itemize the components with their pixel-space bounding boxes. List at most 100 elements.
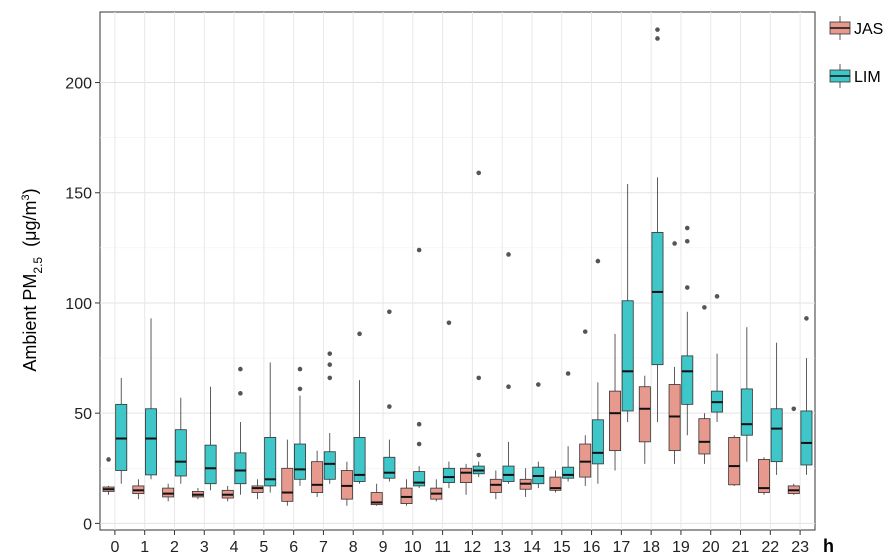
x-axis-title: h [823,536,834,556]
box-iqr [413,471,426,487]
x-tick-label: 3 [200,539,209,556]
box-iqr [174,429,187,477]
y-tick-label: 0 [83,516,92,533]
legend-label: LIM [854,69,881,86]
box-iqr [353,437,366,482]
outlier-point [672,241,677,246]
plot-panel [99,11,816,531]
outlier-point [297,366,303,372]
y-axis-title-main: Ambient PM [20,274,40,372]
box-iqr [115,403,128,471]
legend-item-LIM: LIM [829,64,881,88]
x-axis: 0 1 2 3 4 5 6 7 8 9 10 11 12 13 14 15 16 17 18 19 20 21 22 23 [110,530,809,556]
outlier-point [476,375,482,381]
box-iqr [489,478,502,493]
box-LIM-10 [413,247,426,489]
box-LIM-23 [800,316,813,475]
outlier-point [565,371,571,376]
outlier-point [387,404,392,409]
y-tick-label: 100 [65,296,92,313]
box-iqr [651,232,664,366]
outlier-point [506,384,511,390]
outlier-point [238,391,243,396]
legend-item-JAS: JAS [829,16,883,40]
box-JAS-13 [489,470,502,500]
outlier-point [416,441,422,447]
box-iqr [621,300,634,412]
box-JAS-19 [668,241,681,464]
box-iqr [591,419,604,465]
box-LIM-2 [174,397,187,484]
box-iqr [740,388,753,436]
x-tick-label: 23 [791,539,809,556]
box-JAS-14 [519,468,532,497]
box-JAS-1 [132,479,145,500]
outlier-point [327,362,333,367]
outlier-point [684,225,690,231]
x-tick-label: 2 [170,539,179,556]
box-LIM-20 [711,294,724,422]
box-JAS-7 [311,450,324,497]
outlier-point [595,258,601,264]
box-iqr [323,451,336,480]
y-tick-label: 50 [74,406,92,423]
box-LIM-3 [204,386,217,491]
box-LIM-4 [234,366,247,495]
box-iqr [681,355,694,405]
box-iqr [609,390,621,452]
outlier-point [357,331,362,337]
x-tick-label: 11 [434,539,451,556]
box-JAS-6 [281,439,294,506]
x-tick-label: 8 [349,539,358,556]
box-LIM-18 [651,27,664,422]
x-tick-label: 17 [612,539,630,556]
y-axis-title-unit-open: (μg/m [20,201,40,247]
outlier-point [416,421,422,427]
box-iqr [383,456,396,479]
box-iqr [638,386,651,443]
x-tick-label: 0 [110,539,119,556]
box-LIM-1 [145,318,157,480]
box-LIM-8 [353,331,366,484]
box-LIM-22 [770,342,783,475]
outlier-point [536,382,541,387]
box-iqr [400,487,413,504]
box-LIM-14 [532,382,545,489]
box-LIM-6 [294,366,306,486]
box-JAS-5 [251,479,264,500]
outlier-point [684,285,690,290]
box-iqr [370,492,383,506]
box-JAS-21 [728,435,741,486]
x-tick-label: 21 [732,539,750,556]
box-iqr [442,467,455,484]
x-tick-label: 9 [379,539,388,556]
box-iqr [204,444,217,485]
box-JAS-22 [758,457,770,495]
outlier-point [387,309,392,315]
x-tick-label: 10 [404,539,422,556]
x-tick-label: 22 [761,539,779,556]
outlier-point [238,366,243,372]
x-tick-label: 14 [523,539,541,556]
x-tick-label: 4 [230,539,239,556]
box-iqr [281,467,294,502]
grid-lines [100,12,815,530]
box-iqr [145,408,157,476]
x-tick-label: 19 [672,539,690,556]
outlier-point [804,316,809,321]
outlier-point [327,351,333,356]
box-JAS-10 [400,479,413,506]
legend-label: JAS [854,21,883,38]
box-JAS-3 [191,488,204,500]
box-iqr [758,459,770,493]
x-tick-label: 7 [319,539,328,556]
box-LIM-7 [323,351,336,484]
box-JAS-8 [340,461,353,506]
box-iqr [698,418,711,455]
outlier-point [702,305,707,310]
y-tick-label: 200 [65,76,92,93]
box-JAS-4 [221,485,234,502]
box-LIM-21 [740,327,753,462]
outlier-point [714,294,720,299]
